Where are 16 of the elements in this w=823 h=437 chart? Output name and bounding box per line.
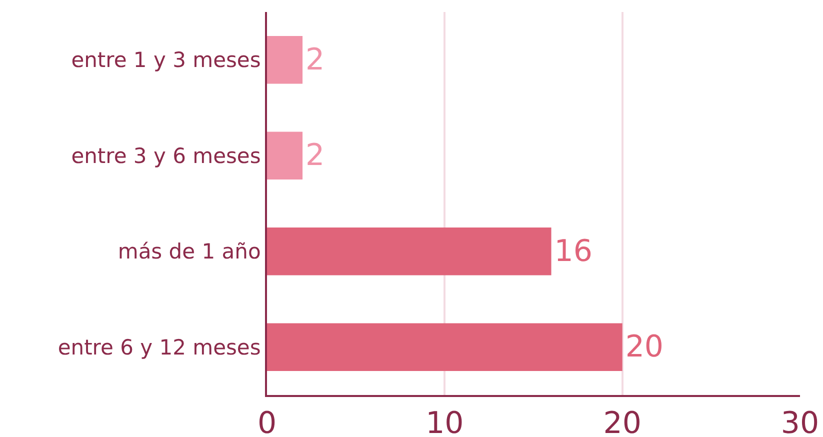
y-tick-label: más de 1 año [118,240,261,264]
bar [267,227,552,276]
x-tick-label: 20 [603,406,642,437]
x-tick-label: 30 [780,406,820,437]
x-tick-label: 0 [257,406,277,437]
data-label: 20 [625,330,664,365]
bar [267,132,303,180]
data-label: 2 [306,42,325,78]
y-tick-label: entre 3 y 6 meses [71,144,261,168]
data-label: 2 [306,138,325,174]
x-tick-label: 10 [426,406,464,437]
bar [267,36,303,84]
y-tick-label: entre 6 y 12 meses [58,335,261,360]
data-label: 16 [554,234,592,269]
y-tick-label: entre 1 y 3 meses [71,48,261,72]
bar [267,323,622,372]
